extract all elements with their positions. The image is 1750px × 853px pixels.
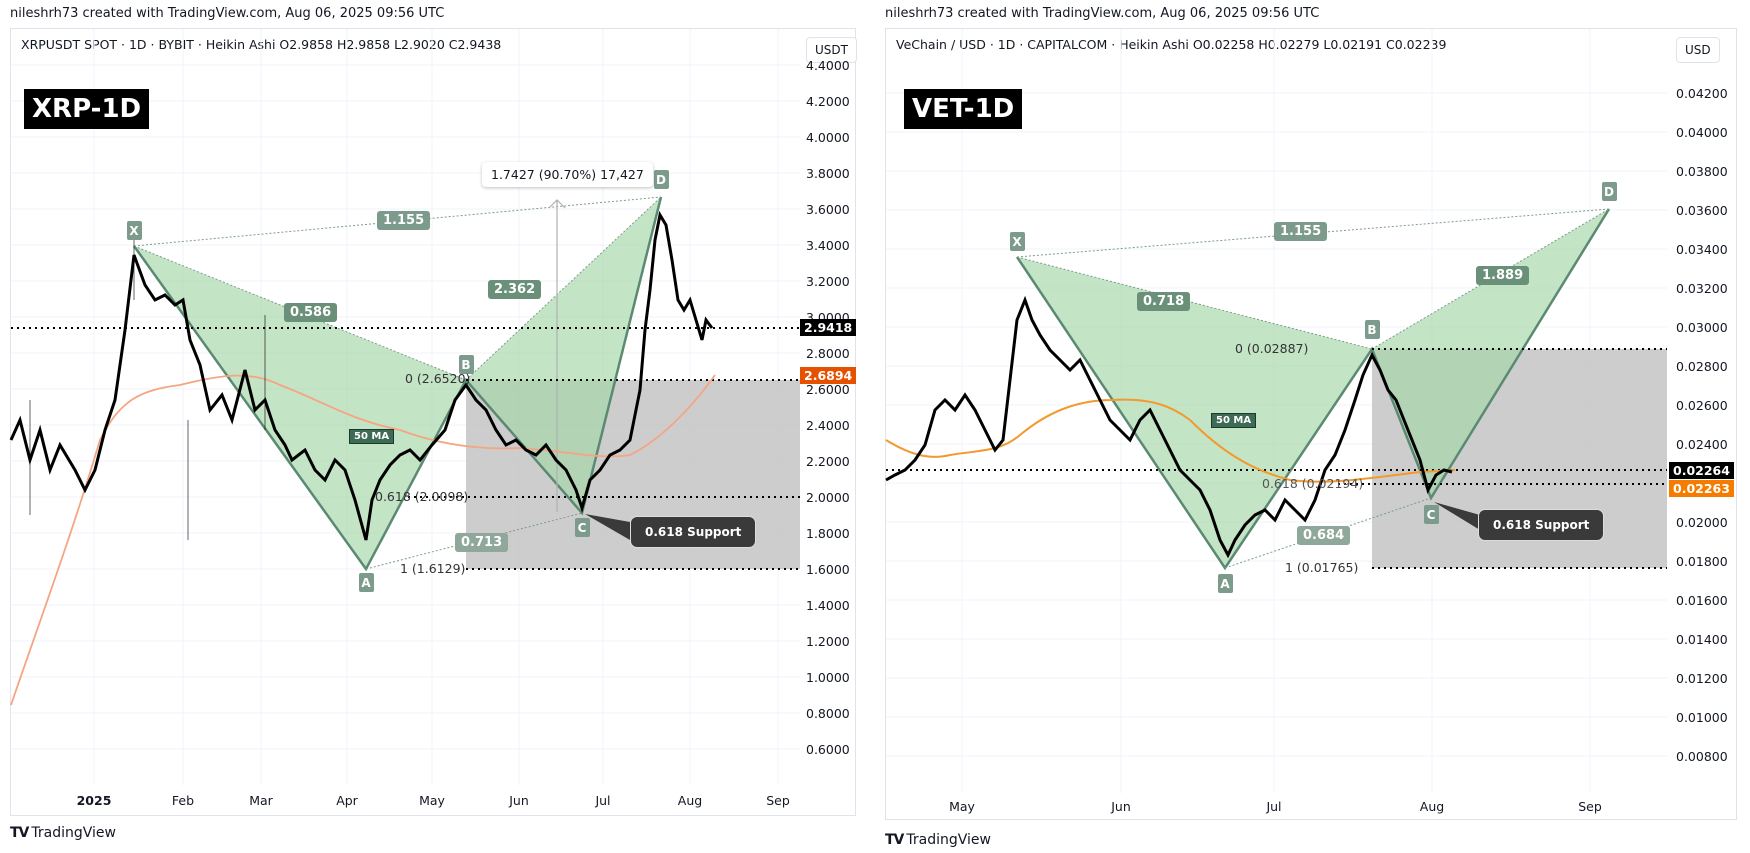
tradingview-logo-icon: TV	[885, 832, 904, 848]
xrp-xab-triangle	[134, 246, 466, 569]
xrp-ratio-bd: 2.362	[488, 280, 542, 299]
svg-text:A: A	[361, 576, 371, 590]
svg-text:A: A	[1220, 577, 1230, 591]
svg-text:C: C	[1427, 508, 1436, 522]
xrp-level-618: 0.618 (2.0098)	[375, 489, 469, 504]
left-credit: nileshrh73 created with TradingView.com,…	[10, 6, 445, 21]
vet-last-price-badge: 0.02264	[1669, 462, 1734, 479]
svg-text:D: D	[656, 173, 666, 187]
tradingview-logo-icon: TV	[10, 825, 29, 841]
xrp-ratio-xb: 0.586	[284, 303, 338, 322]
xrp-last-price-badge: 2.9418	[800, 319, 857, 336]
xrp-tradingview-logo[interactable]: TV TradingView	[10, 825, 116, 841]
right-credit: nileshrh73 created with TradingView.com,…	[885, 6, 1320, 21]
vet-ratio-bd: 1.889	[1476, 266, 1530, 285]
xrp-level-b0: 0 (2.6520)	[405, 371, 471, 386]
vet-support-callout: 0.618 Support	[1478, 509, 1605, 541]
vet-level-618: 0.618 (0.02194)	[1262, 476, 1364, 491]
vet-ma-price-badge: 0.02263	[1669, 480, 1734, 497]
svg-text:D: D	[1604, 185, 1614, 199]
svg-text:X: X	[1012, 235, 1022, 249]
vet-symbol-legend: VeChain / USD · 1D · CAPITALCOM · Heikin…	[896, 37, 1447, 52]
vet-chart-tag: VET-1D	[904, 89, 1023, 129]
vet-callout-pointer	[1434, 502, 1480, 530]
vet-50ma-line	[885, 398, 1456, 483]
xrp-ma-price-badge: 2.6894	[800, 367, 857, 384]
vet-tradingview-logo[interactable]: TV TradingView	[885, 832, 991, 848]
xrp-chart-tag: XRP-1D	[24, 89, 150, 129]
svg-text:B: B	[461, 358, 470, 372]
vet-level-1: 1 (0.01765)	[1285, 560, 1359, 575]
xrp-support-callout: 0.618 Support	[630, 516, 757, 548]
vet-ratio-ac: 0.684	[1297, 526, 1351, 545]
vet-price-series	[885, 295, 1453, 559]
vet-ma-label: 50 MA	[1211, 413, 1257, 428]
xrp-price-series	[9, 210, 714, 541]
vet-xab-triangle	[1017, 257, 1372, 568]
vet-bcd-triangle	[1372, 209, 1609, 498]
vet-currency-button[interactable]: USD	[1676, 37, 1720, 63]
svg-text:X: X	[129, 224, 139, 238]
xrp-ratio-xd: 1.155	[377, 211, 431, 230]
vet-ratio-xd: 1.155	[1274, 222, 1328, 241]
vet-ratio-xb: 0.718	[1137, 292, 1191, 311]
xrp-currency-button[interactable]: USDT	[806, 37, 857, 63]
xrp-ma-label: 50 MA	[349, 429, 395, 444]
xrp-measure-label: 1.7427 (90.70%) 17,427	[482, 162, 653, 187]
xrp-ratio-ac: 0.713	[455, 533, 509, 552]
svg-text:B: B	[1367, 323, 1376, 337]
svg-text:C: C	[578, 521, 587, 535]
xrp-level-1: 1 (1.6129)	[400, 561, 466, 576]
vet-level-b0: 0 (0.02887)	[1235, 341, 1309, 356]
